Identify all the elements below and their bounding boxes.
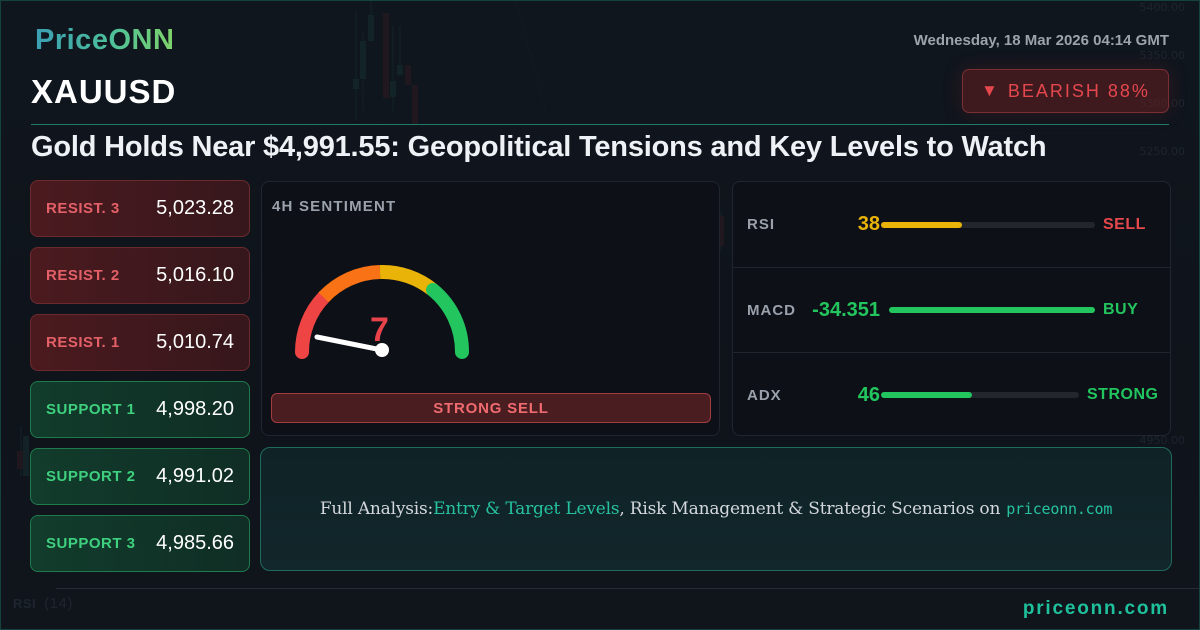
level-resist-2: RESIST. 2 5,016.10: [30, 247, 250, 304]
level-resist-1: RESIST. 1 5,010.74: [30, 314, 250, 371]
triangle-down-icon: ▼: [981, 81, 998, 100]
gauge-needle: [314, 334, 385, 353]
timestamp: Wednesday, 18 Mar 2026 04:14 GMT: [913, 32, 1169, 49]
price-axis-label: 5400.00: [1139, 1, 1186, 14]
indicator-signal: STRONG: [1087, 386, 1159, 403]
indicator-name: MACD: [747, 301, 796, 319]
sentiment-badge: ▼ BEARISH 88%: [962, 69, 1169, 113]
indicator-value: 46: [857, 383, 880, 406]
indicator-bar: [889, 307, 1095, 313]
level-value: 5,010.74: [156, 331, 234, 353]
indicator-name: RSI: [747, 216, 776, 233]
level-label: RESIST. 3: [46, 200, 120, 217]
rsi-pane-label: RSI (14): [13, 595, 73, 612]
badge-label: BEARISH 88%: [1007, 80, 1150, 101]
verdict-banner: STRONG SELL: [271, 393, 711, 423]
level-support-3: SUPPORT 3 4,985.66: [30, 515, 250, 572]
full-analysis-banner[interactable]: Full Analysis: Entry & Target Levels, Ri…: [260, 447, 1172, 571]
sentiment-title: 4H SENTIMENT: [272, 198, 397, 215]
indicators-card: RSI 38 SELL MACD -34.351 BUY ADX 46 STRO…: [732, 181, 1171, 436]
promo-site-link[interactable]: priceonn.com: [1006, 500, 1113, 518]
level-support-2: SUPPORT 2 4,991.02: [30, 448, 250, 505]
footer-site-link[interactable]: priceonn.com: [1022, 598, 1169, 619]
level-value: 4,998.20: [156, 398, 234, 420]
sentiment-card: 4H SENTIMENT 7 STRONG SELL: [261, 181, 720, 436]
indicator-value: -34.351: [812, 298, 880, 321]
level-label: RESIST. 1: [46, 334, 120, 351]
key-levels: RESIST. 3 5,023.28 RESIST. 2 5,016.10 RE…: [30, 180, 250, 582]
level-value: 4,985.66: [156, 532, 234, 554]
promo-highlight: Entry & Target Levels: [433, 499, 620, 519]
indicator-bar: [881, 392, 1079, 398]
indicator-name: ADX: [747, 386, 782, 404]
indicator-row-rsi: RSI 38 SELL: [733, 182, 1170, 267]
promo-middle: , Risk Management & Strategic Scenarios …: [619, 499, 1001, 519]
level-label: SUPPORT 2: [46, 468, 136, 485]
level-support-1: SUPPORT 1 4,998.20: [30, 381, 250, 438]
promo-prefix: Full Analysis:: [319, 499, 434, 519]
indicator-signal: BUY: [1103, 301, 1139, 318]
chart-divider: [56, 588, 1199, 589]
price-axis-label: 5350.00: [1139, 49, 1186, 62]
level-label: RESIST. 2: [46, 267, 120, 284]
sentiment-score: 7: [370, 311, 389, 349]
price-axis-label: 5250.00: [1139, 145, 1186, 158]
symbol-title: XAUUSD: [31, 73, 177, 110]
level-label: SUPPORT 1: [46, 401, 136, 418]
level-resist-3: RESIST. 3 5,023.28: [30, 180, 250, 237]
level-value: 5,016.10: [156, 264, 234, 286]
brand-logo: PriceONN: [35, 24, 175, 56]
gauge-icon: [295, 264, 470, 359]
header-divider: [31, 124, 1169, 125]
indicator-signal: SELL: [1103, 215, 1146, 233]
headline: Gold Holds Near $4,991.55: Geopolitical …: [31, 131, 1047, 163]
level-value: 4,991.02: [156, 465, 234, 487]
level-label: SUPPORT 3: [46, 535, 136, 552]
level-value: 5,023.28: [156, 197, 234, 219]
indicator-bar: [881, 221, 1095, 228]
indicator-value: 38: [857, 213, 880, 235]
indicator-row-macd: MACD -34.351 BUY: [733, 267, 1170, 352]
indicator-row-adx: ADX 46 STRONG: [733, 352, 1170, 437]
